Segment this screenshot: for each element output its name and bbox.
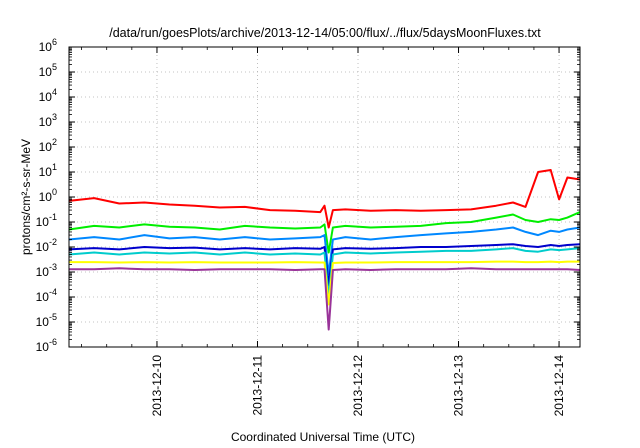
series-line-1 (68, 169, 581, 229)
series-line-3 (68, 226, 581, 276)
series-line-4 (68, 243, 581, 287)
y-tick-label: 10-5 (36, 312, 57, 329)
y-tick-label: 106 (39, 37, 57, 54)
x-tick-label: 2013-12-14 (552, 355, 566, 417)
x-axis-label: Coordinated Universal Time (UTC) (231, 430, 415, 444)
series-lines (68, 169, 581, 331)
y-tick-label: 100 (39, 187, 57, 204)
x-tick-label: 2013-12-13 (452, 355, 466, 417)
x-tick-label: 2013-12-11 (250, 355, 264, 416)
x-axis-ticks: 2013-12-10 2013-12-11 2013-12-12 2013-12-13… (81, 47, 566, 417)
y-tick-label: 104 (39, 87, 57, 104)
series-line-7 (69, 267, 581, 331)
y-tick-label: 10-6 (36, 337, 57, 354)
y-tick-label: 102 (39, 137, 57, 154)
y-axis-label: protons/cm²-s-sr-MeV (19, 139, 33, 255)
series-line-2 (68, 211, 581, 254)
y-tick-label: 105 (39, 62, 57, 79)
y-axis-ticks: 10-6 10-5 10-4 10-3 10-2 10-1 100 101 102 103 104 1… (36, 37, 580, 354)
y-tick-label: 103 (39, 112, 57, 129)
y-tick-label: 10-2 (36, 237, 57, 254)
x-tick-label: 2013-12-12 (351, 355, 365, 417)
series-line-5 (68, 247, 581, 298)
x-tick-label: 2013-12-10 (150, 355, 164, 417)
series-line-6 (69, 260, 580, 306)
y-tick-label: 10-3 (36, 262, 57, 279)
y-tick-label: 10-4 (36, 287, 57, 304)
chart-title: /data/run/goesPlots/archive/2013-12-14/0… (109, 26, 541, 40)
y-tick-label: 101 (39, 162, 57, 179)
y-tick-label: 10-1 (36, 212, 57, 229)
